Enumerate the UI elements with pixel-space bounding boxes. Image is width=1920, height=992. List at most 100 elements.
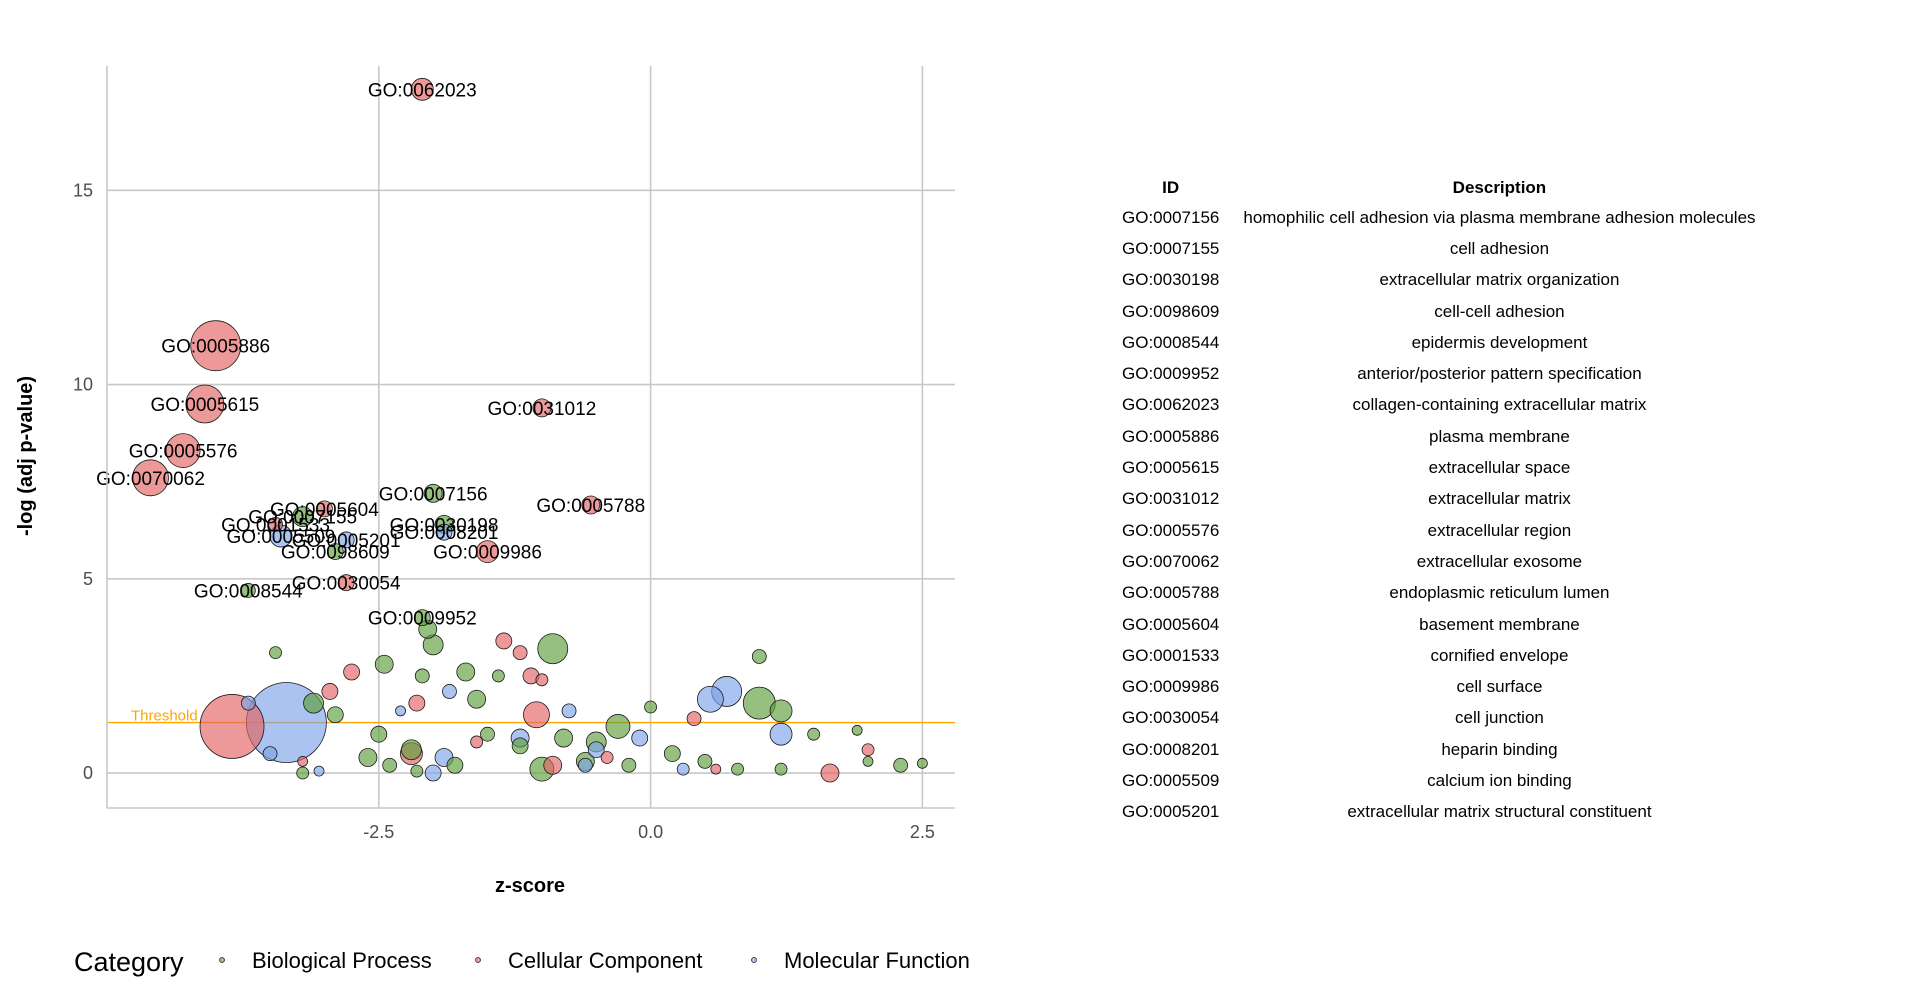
data-point	[423, 483, 443, 503]
table-cell-id: GO:0005788	[1122, 583, 1220, 603]
data-point	[316, 500, 333, 518]
data-point	[326, 706, 344, 724]
point-label: GO:0001533	[221, 515, 330, 536]
data-point	[807, 727, 821, 741]
data-point	[370, 725, 388, 743]
plot-grid	[107, 66, 955, 808]
x-axis-title: z-score	[495, 875, 565, 897]
data-point	[495, 632, 513, 650]
table-cell-description: calcium ion binding	[1427, 770, 1572, 790]
table-cell-id: GO:0005615	[1122, 458, 1220, 478]
data-point	[165, 433, 201, 468]
go-term-table: ID Description GO:0007156 homophilic cell…	[1110, 174, 1768, 828]
data-point	[532, 398, 552, 418]
data-point	[631, 729, 649, 747]
data-point	[132, 459, 169, 497]
x-tick-label: 2.5	[910, 822, 935, 842]
data-point	[731, 762, 744, 776]
data-point	[185, 384, 225, 424]
table-cell-description: plasma membrane	[1429, 426, 1570, 446]
point-label: GO:0008544	[194, 581, 303, 602]
table-row: GO:0030054 cell junction	[1110, 703, 1768, 734]
table-cell-id: GO:0005201	[1122, 802, 1220, 822]
table-row: GO:0030198 extracellular matrix organizat…	[1110, 265, 1768, 296]
table-row: GO:0007156 homophilic cell adhesion via p…	[1110, 202, 1768, 233]
point-label: GO:0009986	[433, 543, 542, 564]
table-cell-id: GO:0009952	[1122, 364, 1220, 384]
table-cell-id: GO:0005886	[1122, 426, 1220, 446]
table-cell-id: GO:0031012	[1122, 489, 1220, 509]
table-row: GO:0005576 extracellular region	[1110, 515, 1768, 546]
table-cell-description: cornified envelope	[1430, 645, 1569, 665]
data-point	[476, 540, 499, 564]
point-label: GO:0007155	[248, 508, 357, 529]
table-row: GO:0005201 extracellular matrix structura…	[1110, 797, 1768, 828]
data-point	[190, 320, 242, 372]
table-cell-description: cell-cell adhesion	[1434, 301, 1565, 321]
point-label: GO:0098609	[281, 543, 390, 564]
table-row: GO:0005509 calcium ion binding	[1110, 765, 1768, 796]
data-point	[862, 755, 874, 767]
data-points	[132, 77, 928, 783]
legend: Category Biological Process Cellular Compo…	[74, 947, 970, 977]
table-cell-description: extracellular matrix organization	[1379, 270, 1620, 290]
table-cell-id: GO:0008201	[1122, 739, 1220, 759]
data-point	[554, 728, 574, 748]
data-point	[621, 757, 637, 773]
data-point	[343, 663, 361, 681]
data-point	[774, 762, 788, 776]
table-cell-id: GO:0030054	[1122, 708, 1220, 728]
data-point	[414, 668, 430, 684]
table-cell-description: heparin binding	[1441, 739, 1558, 759]
table-cell-description: cell junction	[1455, 708, 1544, 728]
data-point	[769, 699, 793, 723]
table-row: GO:0005788 endoplasmic reticulum lumen	[1110, 578, 1768, 609]
data-point	[543, 755, 563, 775]
table-row: GO:0062023 collagen-containing extracellu…	[1110, 390, 1768, 421]
data-point	[587, 741, 605, 759]
table-cell-description: endoplasmic reticulum lumen	[1389, 583, 1610, 603]
data-point	[326, 543, 344, 561]
data-point	[297, 755, 309, 767]
table-row: GO:0008544 epidermis development	[1110, 327, 1768, 358]
point-label: GO:0007156	[379, 484, 488, 505]
point-label: GO:0005788	[536, 496, 645, 517]
point-label: GO:0030054	[292, 574, 401, 595]
data-point	[292, 506, 314, 528]
data-point	[710, 763, 722, 775]
table-row: GO:0009986 cell surface	[1110, 671, 1768, 702]
point-label: GO:0005576	[129, 442, 238, 463]
table-row: GO:0031012 extracellular matrix	[1110, 484, 1768, 515]
data-point	[268, 517, 283, 532]
data-point	[424, 764, 442, 782]
data-point	[435, 523, 453, 541]
data-point	[374, 654, 394, 674]
point-label: GO:0009952	[368, 609, 477, 630]
data-point	[820, 763, 840, 783]
data-point	[491, 669, 505, 683]
table-cell-id: GO:0030198	[1122, 270, 1220, 290]
data-point	[269, 646, 282, 660]
data-point	[240, 583, 256, 598]
x-tick-label: -2.5	[363, 822, 394, 842]
data-point	[382, 757, 398, 773]
table-cell-description: basement membrane	[1419, 614, 1580, 634]
table-cell-description: epidermis development	[1411, 332, 1588, 352]
data-point	[240, 695, 256, 711]
data-point	[296, 766, 310, 780]
data-point	[413, 609, 431, 627]
table-cell-description: collagen-containing extracellular matrix	[1352, 395, 1647, 415]
data-point	[442, 684, 457, 699]
data-point	[512, 645, 528, 661]
data-point	[410, 77, 434, 101]
table-row: GO:0005604 basement membrane	[1110, 609, 1768, 640]
table-cell-description: cell adhesion	[1449, 238, 1550, 258]
table-row: GO:0009952 anterior/posterior pattern spe…	[1110, 358, 1768, 389]
y-tick-label: 0	[83, 763, 93, 783]
table-row: GO:0007155 cell adhesion	[1110, 233, 1768, 264]
table-cell-id: GO:0001533	[1122, 645, 1220, 665]
point-label: GO:0005201	[292, 531, 401, 552]
table-header-id: ID	[1162, 178, 1180, 197]
y-tick-label: 5	[83, 569, 93, 589]
legend-title: Category	[74, 947, 184, 977]
